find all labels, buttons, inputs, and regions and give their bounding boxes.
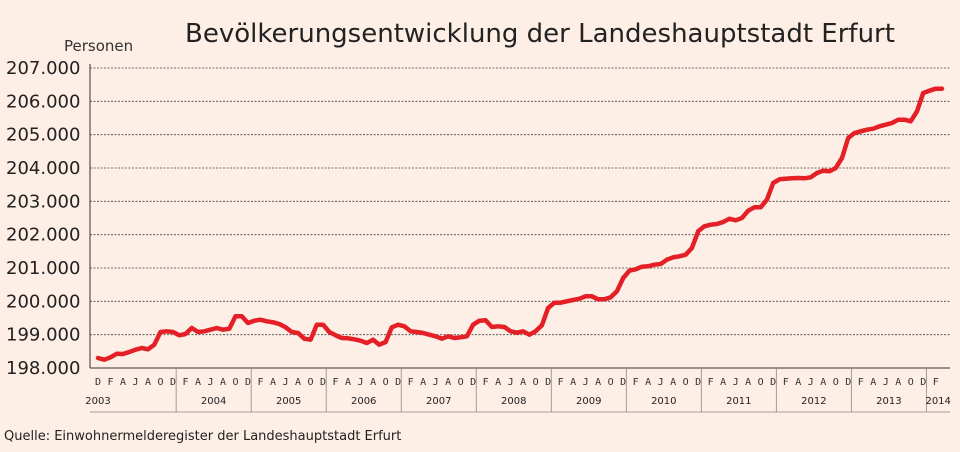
y-tick-label: 199.000	[6, 325, 80, 346]
x-month-label: A	[445, 377, 451, 388]
x-year-label: 2005	[276, 396, 301, 407]
chart-title: Bevölkerungsentwicklung der Landeshaupts…	[185, 19, 895, 49]
x-month-label: A	[120, 377, 126, 388]
y-tick-label: 200.000	[6, 291, 80, 312]
y-axis-tick-labels: 198.000 199.000 200.000 201.000 202.000 203.0…	[6, 58, 80, 379]
x-month-label: F	[183, 377, 189, 388]
x-month-label: A	[570, 377, 576, 388]
y-tick-label: 203.000	[6, 191, 80, 212]
x-month-label: F	[708, 377, 714, 388]
x-month-label: D	[845, 377, 851, 388]
x-year-label: 2006	[351, 396, 376, 407]
x-year-label: 2010	[651, 396, 676, 407]
x-month-label: D	[620, 377, 626, 388]
x-month-label: A	[745, 377, 751, 388]
x-month-label: F	[258, 377, 264, 388]
x-month-label: F	[858, 377, 864, 388]
x-month-label: O	[233, 377, 239, 388]
x-month-label: O	[683, 377, 689, 388]
y-tick-label: 204.000	[6, 158, 80, 179]
x-month-label: F	[408, 377, 414, 388]
x-month-label: A	[220, 377, 226, 388]
x-month-label: A	[195, 377, 201, 388]
x-year-label: 2009	[576, 396, 601, 407]
x-month-label: A	[895, 377, 901, 388]
x-year-label: 2007	[426, 396, 451, 407]
x-month-label: A	[720, 377, 726, 388]
x-month-label: O	[383, 377, 389, 388]
x-month-label: D	[170, 377, 176, 388]
x-year-label: 2013	[876, 396, 901, 407]
x-month-label: A	[145, 377, 151, 388]
x-month-label: A	[645, 377, 651, 388]
x-month-label: A	[495, 377, 501, 388]
x-month-label: O	[458, 377, 464, 388]
x-month-label: J	[358, 377, 364, 388]
x-month-label: O	[533, 377, 539, 388]
x-month-label: D	[770, 377, 776, 388]
x-month-label: F	[107, 377, 113, 388]
x-month-label: O	[308, 377, 314, 388]
x-month-label: A	[270, 377, 276, 388]
x-month-label: J	[433, 377, 439, 388]
y-axis-unit-label: Personen	[64, 37, 133, 55]
y-tick-label: 201.000	[6, 258, 80, 279]
x-month-label: F	[633, 377, 639, 388]
x-year-label: 2008	[501, 396, 526, 407]
series-lines	[95, 86, 945, 362]
x-month-label: F	[933, 377, 939, 388]
x-year-label: 2014	[925, 396, 950, 407]
x-month-label: A	[295, 377, 301, 388]
x-month-label: J	[583, 377, 589, 388]
x-month-label: A	[870, 377, 876, 388]
x-year-label: 2003	[85, 396, 110, 407]
y-tick-label: 206.000	[6, 91, 80, 112]
x-month-label: J	[883, 377, 889, 388]
source-note: Quelle: Einwohnermelderegister der Lande…	[4, 429, 401, 444]
y-tick-label: 202.000	[6, 225, 80, 246]
x-month-label: J	[808, 377, 814, 388]
x-month-label: J	[208, 377, 214, 388]
x-month-label: A	[795, 377, 801, 388]
x-month-label: F	[558, 377, 564, 388]
x-month-label: D	[470, 377, 476, 388]
x-year-label: 2004	[201, 396, 226, 407]
x-month-label: O	[758, 377, 764, 388]
population-line	[95, 86, 945, 362]
x-month-label: J	[132, 377, 138, 388]
y-tick-label: 205.000	[6, 125, 80, 146]
x-year-label: 2011	[726, 396, 751, 407]
x-month-label: J	[658, 377, 664, 388]
x-month-label: A	[370, 377, 376, 388]
x-month-label: A	[595, 377, 601, 388]
x-month-label: D	[545, 377, 551, 388]
x-month-label: F	[483, 377, 489, 388]
x-month-label: J	[283, 377, 289, 388]
x-month-label: D	[395, 377, 401, 388]
x-month-label: A	[520, 377, 526, 388]
x-month-label: O	[833, 377, 839, 388]
x-month-label: D	[920, 377, 926, 388]
y-tick-label: 207.000	[6, 58, 80, 79]
x-month-label: O	[158, 377, 164, 388]
x-month-label: O	[908, 377, 914, 388]
x-month-label: A	[670, 377, 676, 388]
x-month-label: A	[345, 377, 351, 388]
x-month-label: F	[783, 377, 789, 388]
y-tick-label: 198.000	[6, 358, 80, 379]
x-month-label: A	[820, 377, 826, 388]
x-month-label: F	[333, 377, 339, 388]
x-month-label: D	[245, 377, 251, 388]
x-year-label: 2012	[801, 396, 826, 407]
x-month-label: J	[508, 377, 514, 388]
x-month-label: O	[608, 377, 614, 388]
x-month-label: J	[733, 377, 739, 388]
x-month-label: D	[95, 377, 101, 388]
x-month-label: D	[320, 377, 326, 388]
x-month-label: D	[695, 377, 701, 388]
x-month-label: A	[420, 377, 426, 388]
gridlines	[89, 64, 950, 369]
